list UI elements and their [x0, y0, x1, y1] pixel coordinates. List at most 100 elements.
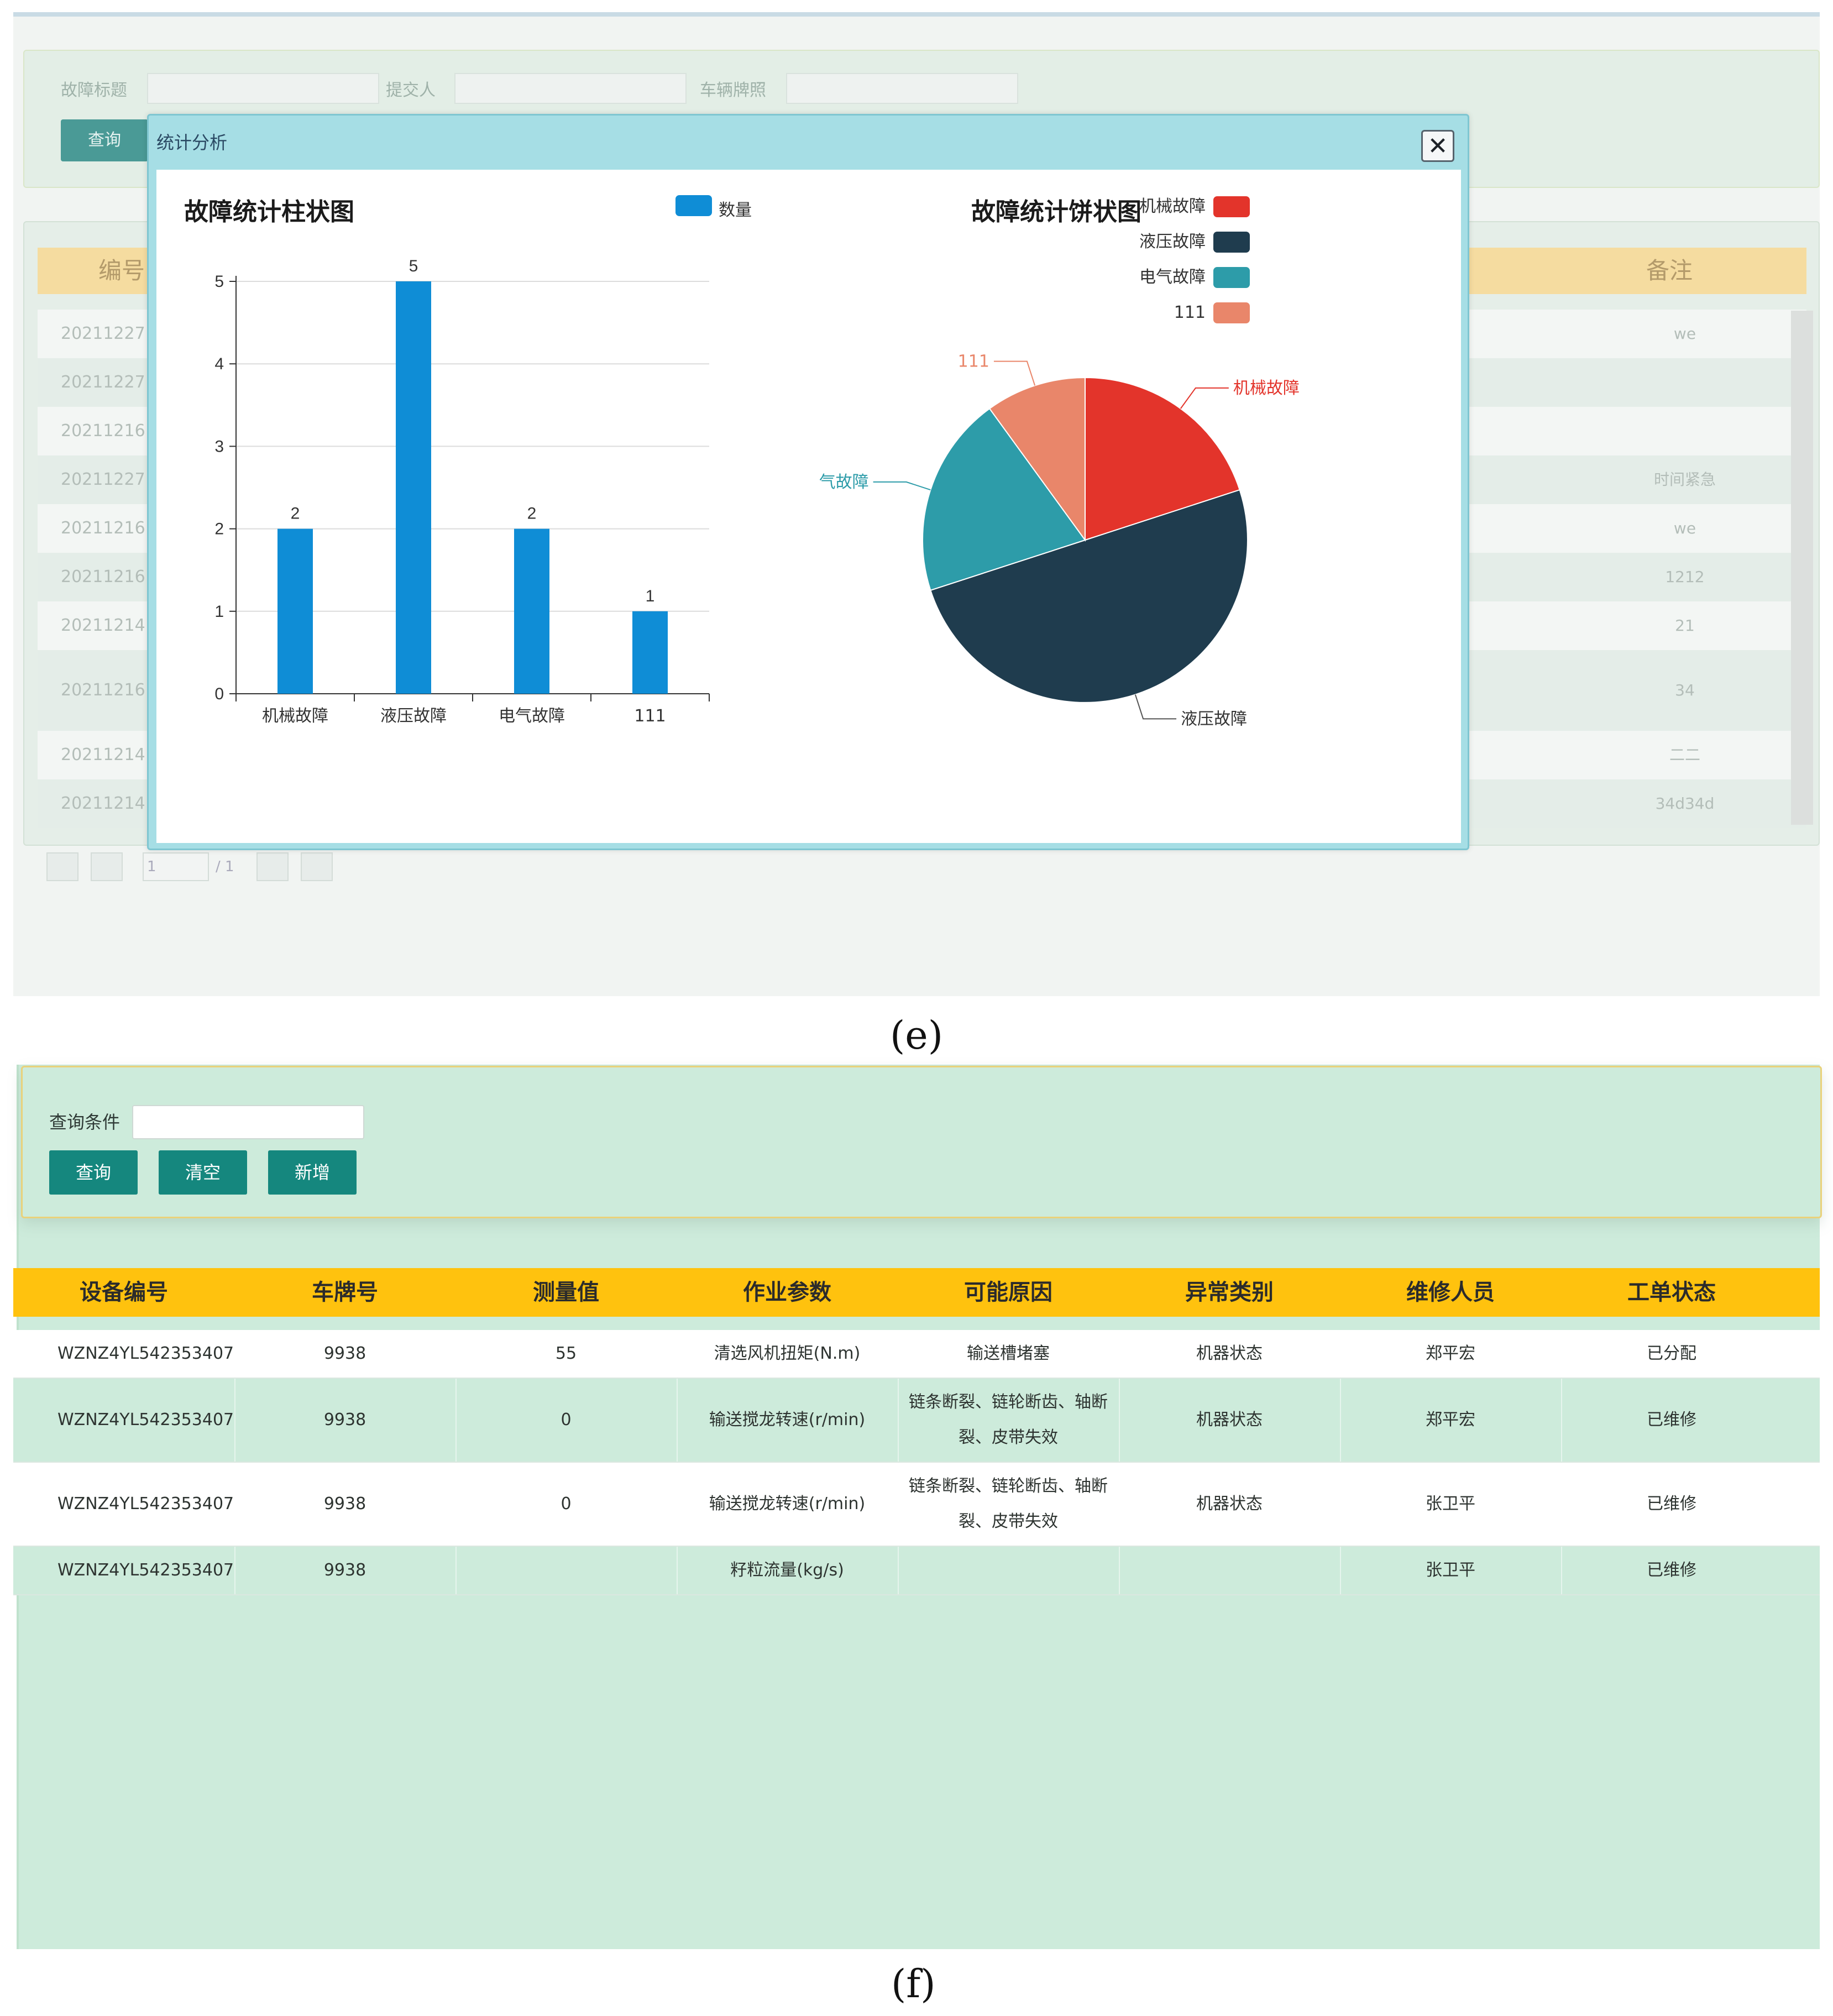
status-cell: 已维修	[1647, 1494, 1696, 1514]
next-page-button[interactable]	[256, 852, 289, 881]
column-divider	[1340, 1379, 1341, 1462]
table-scrollbar[interactable]	[1791, 311, 1813, 825]
pie-slice[interactable]	[930, 489, 1248, 704]
row-note: 34d34d	[1655, 794, 1715, 813]
query-condition-input[interactable]	[132, 1105, 364, 1139]
parameter-cell: 输送搅龙转速(r/min)	[709, 1494, 866, 1514]
bar[interactable]	[277, 528, 313, 694]
close-icon[interactable]: ✕	[1421, 130, 1454, 162]
bar[interactable]	[396, 281, 431, 694]
pie-slice[interactable]	[988, 376, 1086, 542]
column-divider	[234, 1463, 235, 1546]
pagination: 1 / 1	[24, 841, 1820, 897]
dialog-body: 故障统计柱状图 数量 0 1 2 3 4 5 2 机械故障 5 液压故障 2 电气故障 1 111 故障统…	[156, 170, 1461, 843]
x-tick-label: 电气故障	[499, 706, 565, 726]
device-id-cell: WZNZ4YL542353407	[57, 1344, 234, 1363]
technician-cell: 郑平宏	[1426, 1410, 1475, 1429]
pie-legend-swatch	[1213, 267, 1250, 288]
column-divider	[1561, 1463, 1562, 1546]
fault-title-label: 故障标题	[61, 81, 127, 100]
table-row[interactable]: WZNZ4YL542353407 9938 籽粒流量(kg/s) 张卫平 已维修	[13, 1547, 1820, 1595]
table-row[interactable]: WZNZ4YL542353407 9938 55 清选风机扭矩(N.m) 输送槽堵塞 机器…	[13, 1330, 1820, 1379]
bar[interactable]	[632, 611, 668, 694]
bar-legend-label: 数量	[719, 201, 752, 220]
bar-value-label: 2	[527, 505, 537, 523]
column-divider	[455, 1463, 457, 1546]
row-note: 34	[1675, 681, 1695, 699]
column-divider	[1561, 1379, 1562, 1462]
device-id-cell: WZNZ4YL542353407	[57, 1410, 234, 1429]
column-divider	[455, 1330, 457, 1378]
column-header-parameter: 作业参数	[743, 1280, 831, 1305]
column-header-status: 工单状态	[1627, 1280, 1716, 1305]
pie-legend-label: 液压故障	[1139, 232, 1206, 252]
query-button[interactable]: 查询	[61, 119, 148, 161]
bar-legend-swatch	[675, 195, 712, 216]
column-divider	[677, 1547, 678, 1594]
work-order-table: 设备编号 车牌号 测量值 作业参数 可能原因 异常类别 维修人员 工单状态 WZ…	[13, 1268, 1820, 1611]
x-tick-label: 111	[634, 706, 666, 726]
cause-cell: 输送槽堵塞	[967, 1344, 1050, 1363]
x-tick-label: 液压故障	[380, 706, 447, 726]
column-divider	[234, 1379, 235, 1462]
fault-title-input[interactable]	[147, 73, 379, 104]
clear-button[interactable]: 清空	[159, 1150, 247, 1195]
license-plate-input[interactable]	[786, 73, 1018, 104]
column-header-device-id: 设备编号	[80, 1280, 168, 1305]
dialog-title: 统计分析	[156, 132, 228, 153]
row-note: we	[1673, 324, 1696, 343]
table-row[interactable]: WZNZ4YL542353407 9938 0 输送搅龙转速(r/min) 链条断裂、链…	[13, 1463, 1820, 1547]
table-row[interactable]: WZNZ4YL542353407 9938 0 输送搅龙转速(r/min) 链条断裂、链…	[13, 1379, 1820, 1463]
column-divider	[1119, 1547, 1120, 1594]
plate-cell: 9938	[323, 1410, 366, 1429]
pie-leader-line	[993, 360, 1036, 386]
pie-leader-line	[1134, 694, 1177, 720]
measurement-cell: 55	[555, 1344, 577, 1363]
bar[interactable]	[514, 528, 549, 694]
last-page-button[interactable]	[301, 852, 333, 881]
parameter-cell: 输送搅龙转速(r/min)	[709, 1410, 866, 1429]
figure-caption-e: (e)	[890, 1013, 944, 1058]
plate-cell: 9938	[323, 1344, 366, 1363]
status-cell: 已维修	[1647, 1410, 1696, 1429]
column-divider	[1561, 1547, 1562, 1594]
column-divider	[1340, 1547, 1341, 1594]
column-divider	[677, 1463, 678, 1546]
column-header-plate: 车牌号	[312, 1280, 378, 1305]
row-note: we	[1673, 519, 1696, 537]
query-button[interactable]: 查询	[49, 1150, 138, 1195]
column-divider	[898, 1330, 899, 1378]
query-condition-label: 查询条件	[49, 1112, 121, 1133]
column-divider	[234, 1330, 235, 1378]
cause-cell: 链条断裂、链轮断齿、轴断裂、皮带失效	[909, 1476, 1108, 1531]
technician-cell: 张卫平	[1426, 1561, 1475, 1580]
column-divider	[677, 1330, 678, 1378]
column-divider	[455, 1547, 457, 1594]
category-cell	[1119, 1547, 1340, 1594]
column-divider	[1340, 1463, 1341, 1546]
column-divider	[1119, 1463, 1120, 1546]
first-page-button[interactable]	[46, 852, 78, 881]
page-number-input[interactable]: 1	[143, 852, 209, 881]
bar-value-label: 1	[646, 587, 655, 605]
column-header-category: 异常类别	[1185, 1280, 1274, 1305]
submitter-label: 提交人	[386, 81, 436, 100]
pie-chart-title: 故障统计饼状图	[971, 198, 1141, 226]
column-divider	[455, 1379, 457, 1462]
add-button[interactable]: 新增	[268, 1150, 357, 1195]
row-note: 1212	[1665, 568, 1705, 586]
pie-legend-label: 111	[1174, 303, 1206, 322]
column-divider	[898, 1379, 899, 1462]
pie-slice-label: 机械故障	[1233, 379, 1300, 398]
category-cell: 机器状态	[1196, 1494, 1263, 1514]
column-divider	[677, 1379, 678, 1462]
technician-cell: 郑平宏	[1426, 1344, 1475, 1363]
measurement-cell	[455, 1547, 677, 1594]
status-cell: 已维修	[1647, 1561, 1696, 1580]
pie-chart: 机械故障液压故障电气故障111机械故障液压故障电气故障111	[820, 196, 1300, 729]
device-id-cell: WZNZ4YL542353407	[57, 1561, 234, 1580]
prev-page-button[interactable]	[91, 852, 123, 881]
pie-slice-label: 液压故障	[1181, 709, 1247, 729]
submitter-input[interactable]	[454, 73, 687, 104]
